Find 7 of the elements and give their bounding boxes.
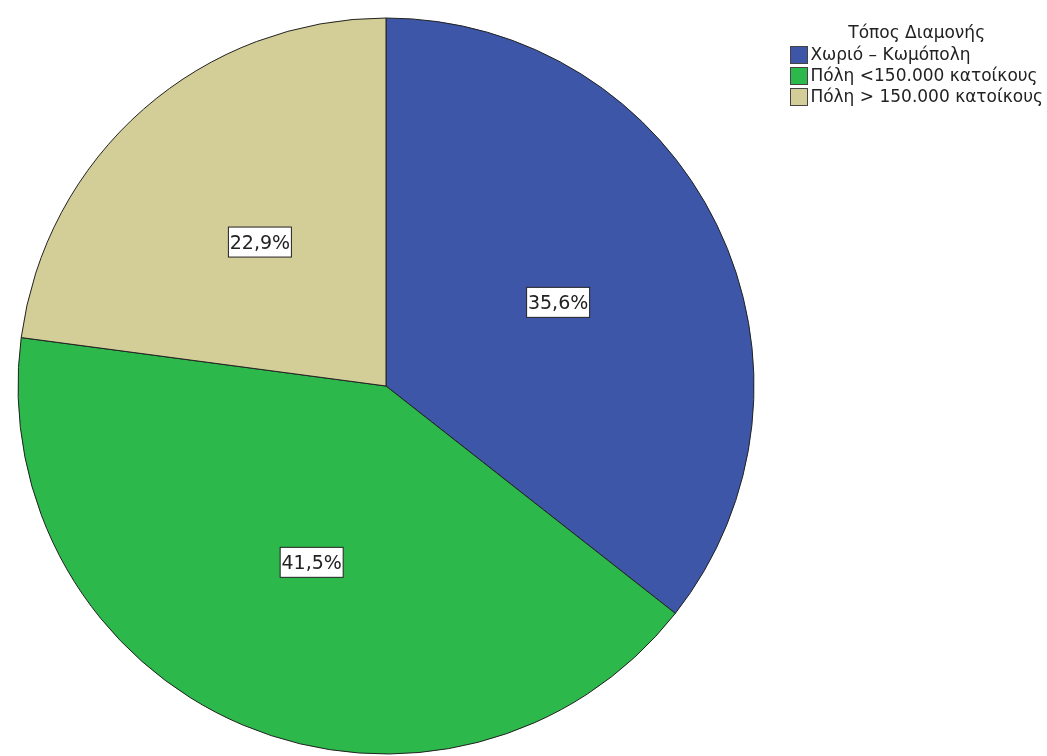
legend-label: Πόλη > 150.000 κατοίκους [810, 86, 1043, 107]
data-label: 22,9% [229, 231, 291, 254]
data-label: 35,6% [527, 291, 589, 314]
legend-label: Πόλη <150.000 κατοίκους [810, 65, 1038, 86]
legend-label: Χωριό – Κωμόπολη [810, 44, 971, 65]
legend-title: Τόπος Διαμονής [847, 22, 987, 42]
data-label: 41,5% [281, 551, 342, 574]
